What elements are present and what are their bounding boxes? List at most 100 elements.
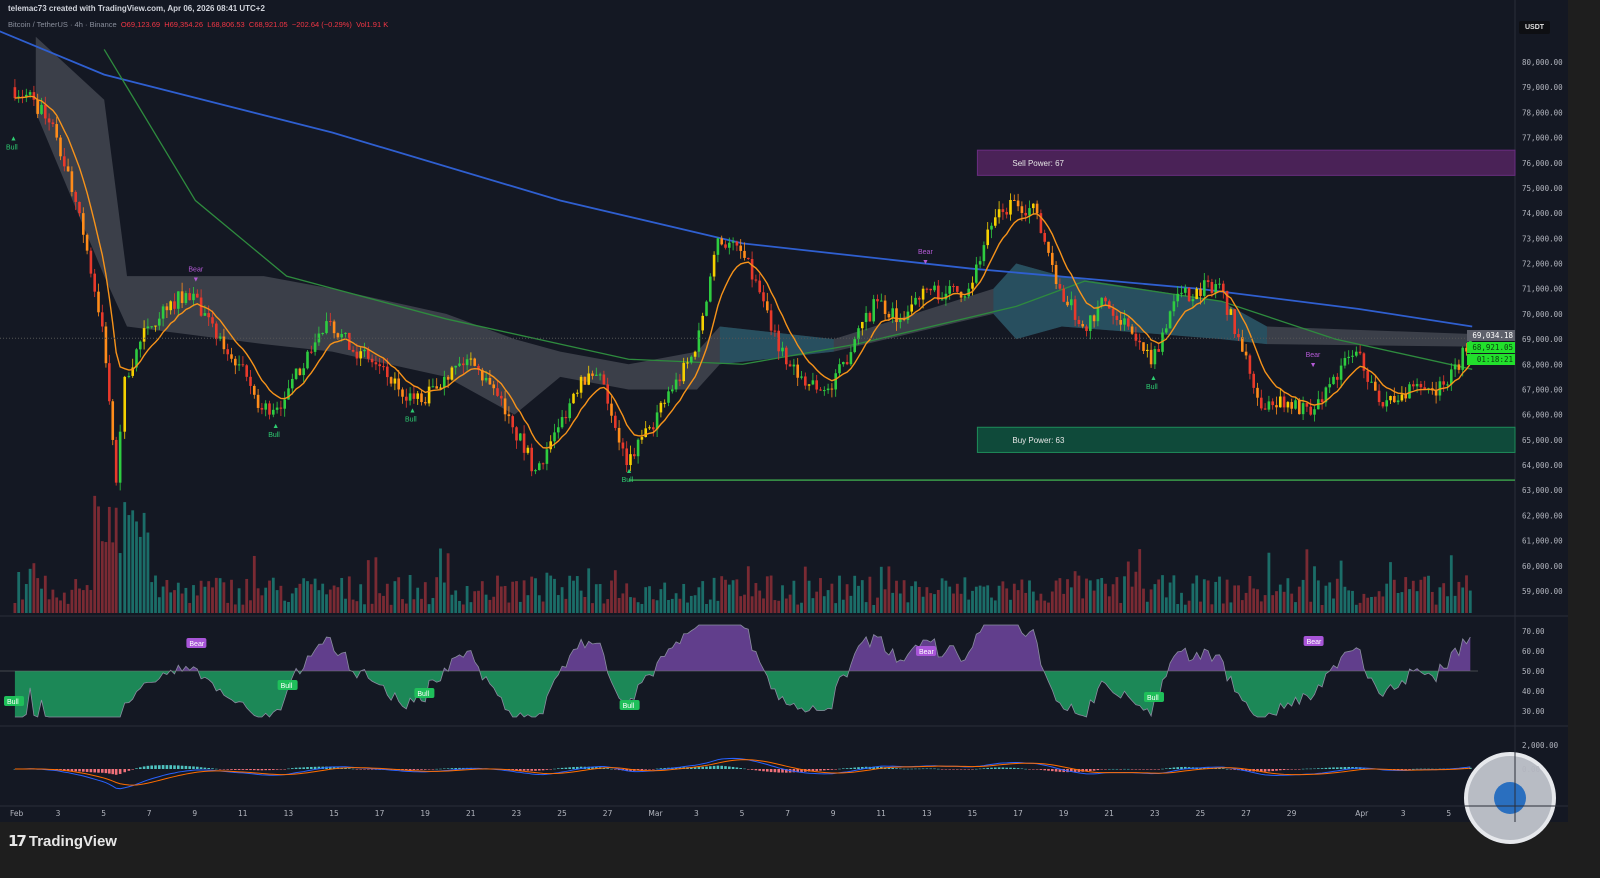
- volume-bar: [1263, 595, 1267, 613]
- volume-bar: [118, 553, 122, 613]
- volume-bar: [241, 604, 245, 613]
- candle-body: [234, 358, 237, 366]
- candle-body: [1115, 315, 1119, 321]
- macd-histogram-bar: [1085, 769, 1088, 772]
- macd-histogram-bar: [758, 769, 761, 771]
- macd-histogram-bar: [439, 768, 442, 770]
- candle-body: [89, 250, 93, 274]
- candle-body: [397, 378, 400, 390]
- symbol-name[interactable]: Bitcoin / TetherUS · 4h · Binance: [8, 20, 117, 29]
- candle-body: [1146, 349, 1149, 352]
- macd-histogram-bar: [1320, 768, 1324, 769]
- candle-body: [857, 328, 860, 340]
- macd-histogram-bar: [606, 768, 609, 769]
- macd-histogram-bar: [720, 765, 723, 769]
- candle-body: [1339, 365, 1343, 380]
- macd-histogram-bar: [154, 765, 157, 769]
- macd-histogram-bar: [967, 769, 970, 770]
- volume-bar: [857, 585, 860, 613]
- candle-body: [1336, 376, 1339, 380]
- macd-histogram-bar: [838, 768, 841, 770]
- macd-histogram-bar: [640, 769, 644, 771]
- candle-body: [944, 293, 948, 300]
- macd-histogram-bar: [1309, 768, 1312, 770]
- time-tick-label: 17: [1013, 809, 1023, 818]
- macd-histogram-bar: [454, 768, 457, 769]
- macd-histogram-bar: [1001, 767, 1005, 769]
- candle-body: [59, 137, 62, 157]
- volume-bar: [1358, 602, 1362, 613]
- volume-bar: [309, 584, 313, 613]
- volume-bar: [1066, 579, 1069, 613]
- candle-body: [1165, 328, 1168, 333]
- volume-bar: [750, 596, 754, 613]
- candle-body: [340, 333, 343, 338]
- macd-histogram-bar: [735, 767, 739, 769]
- volume-bar: [800, 602, 803, 613]
- macd-histogram-bar: [712, 765, 716, 769]
- volume-bar: [32, 563, 36, 613]
- macd-histogram-bar: [845, 768, 849, 769]
- candle-body: [1400, 394, 1404, 401]
- candle-body: [769, 310, 773, 331]
- volume-bar: [849, 595, 853, 613]
- macd-histogram-bar: [526, 769, 530, 771]
- candle-body: [823, 390, 826, 392]
- candle-body: [40, 104, 43, 114]
- volume-bar: [188, 602, 192, 613]
- macd-histogram-bar: [929, 768, 932, 770]
- candle-body: [55, 124, 58, 138]
- volume-bar: [340, 577, 344, 613]
- candle-body: [1111, 308, 1115, 316]
- volume-bar: [404, 603, 408, 613]
- macd-histogram-bar: [207, 767, 210, 769]
- bull-bear-arrow-icon: ▲: [272, 423, 279, 430]
- candle-body: [241, 364, 245, 366]
- volume-bar: [465, 586, 469, 613]
- volume-bar: [325, 594, 328, 613]
- volume-bar: [283, 600, 287, 613]
- macd-histogram-bar: [1294, 769, 1297, 770]
- macd-histogram-bar: [101, 769, 104, 773]
- macd-histogram-bar: [192, 766, 195, 769]
- candle-body: [118, 431, 122, 483]
- volume-bar: [720, 576, 724, 613]
- rsi-signal-label: Bull: [417, 691, 429, 698]
- tradingview-logo[interactable]: 𝟭𝟳 TradingView: [8, 832, 117, 851]
- macd-histogram-bar: [834, 769, 837, 770]
- volume-bar: [887, 566, 891, 613]
- volume-bar: [1419, 579, 1423, 613]
- candle-body: [997, 209, 1001, 218]
- time-tick-label: 11: [238, 809, 248, 818]
- volume-bar: [1012, 583, 1016, 613]
- macd-histogram-bar: [272, 769, 275, 770]
- volume-bar: [594, 584, 598, 613]
- volume-bar: [1392, 579, 1396, 613]
- macd-histogram-bar: [203, 767, 207, 769]
- candle-body: [351, 349, 355, 352]
- volume-bar: [260, 595, 264, 613]
- candle-body: [560, 417, 564, 428]
- macd-histogram-bar: [237, 769, 241, 770]
- macd-histogram-bar: [674, 767, 678, 769]
- volume-bar: [1047, 602, 1050, 613]
- volume-bar: [807, 580, 811, 613]
- volume-bar: [1309, 601, 1313, 613]
- volume-bar: [1305, 549, 1309, 613]
- candle-body: [1138, 340, 1141, 343]
- macd-histogram-bar: [1256, 769, 1259, 772]
- rsi-tick-label: 30.00: [1522, 707, 1545, 716]
- macd-histogram-bar: [994, 767, 997, 769]
- macd-histogram-bar: [1263, 769, 1267, 772]
- candle-body: [591, 373, 594, 376]
- volume-bar: [214, 577, 218, 613]
- volume-bar: [226, 602, 230, 613]
- candle-body: [203, 313, 207, 316]
- macd-histogram-bar: [1332, 767, 1335, 769]
- volume-bar: [431, 597, 435, 613]
- macd-histogram-bar: [1282, 769, 1286, 770]
- candle-body: [1130, 326, 1134, 334]
- currency-button[interactable]: USDT: [1519, 21, 1551, 34]
- candle-body: [519, 433, 522, 441]
